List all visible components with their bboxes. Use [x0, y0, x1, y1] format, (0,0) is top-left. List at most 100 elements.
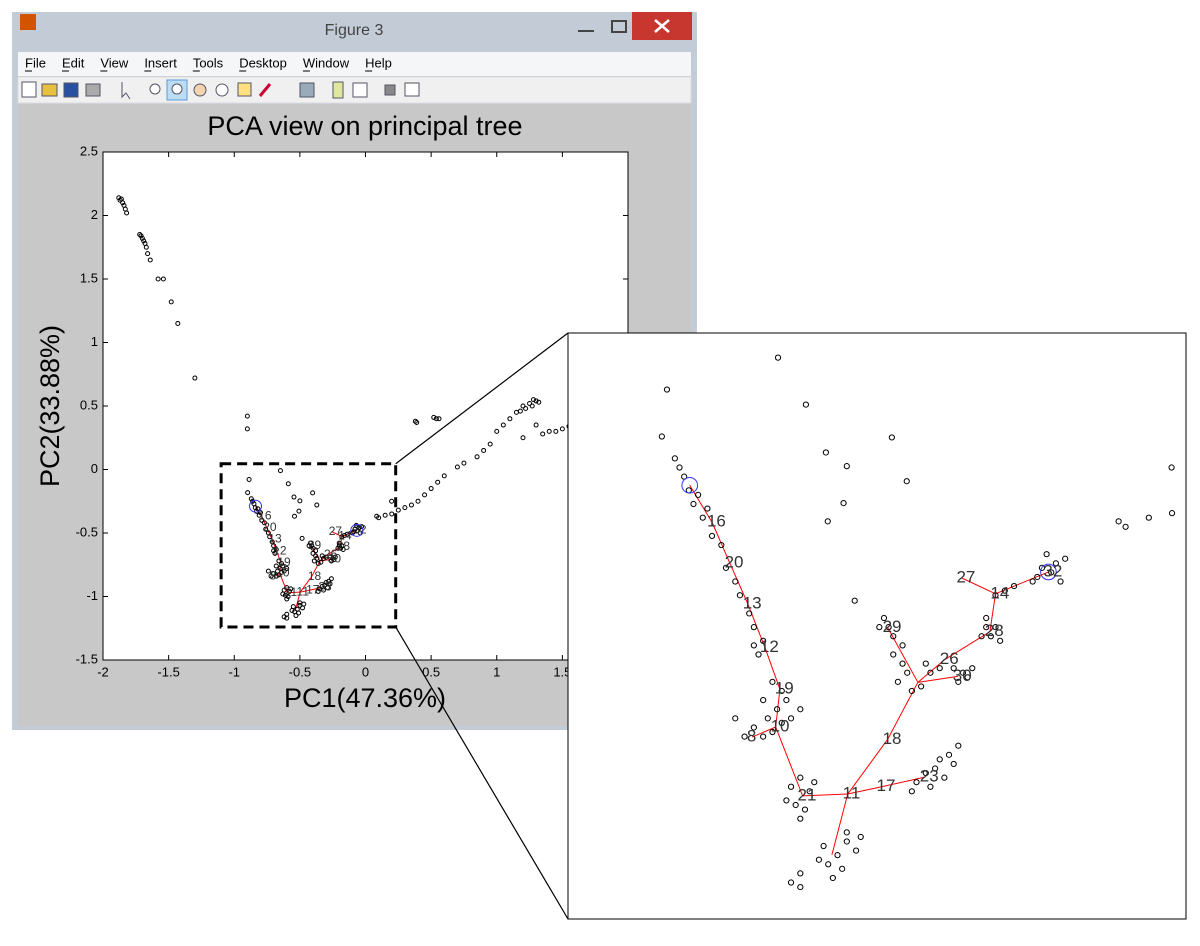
data-point — [124, 210, 130, 216]
data-point — [436, 416, 442, 422]
data-point — [402, 505, 408, 511]
data-point — [959, 669, 967, 676]
data-point — [531, 397, 536, 403]
data-point — [389, 498, 395, 504]
datacursor-icon[interactable] — [237, 82, 252, 97]
data-point — [536, 399, 542, 405]
data-point — [116, 195, 122, 201]
node-label: 30 — [328, 552, 342, 566]
data-point — [309, 543, 315, 549]
menu-item[interactable]: Tools — [193, 55, 224, 70]
data-point — [155, 276, 161, 282]
x-tick-label: -2 — [97, 664, 109, 679]
data-point — [299, 535, 305, 541]
save-icon[interactable] — [63, 82, 79, 98]
data-point — [276, 558, 282, 564]
data-point — [722, 564, 730, 571]
data-point — [992, 592, 999, 599]
maximize-button[interactable] — [611, 20, 627, 33]
data-point — [778, 719, 785, 727]
menu-item[interactable]: Insert — [144, 55, 177, 70]
data-point — [918, 683, 925, 690]
data-point — [175, 320, 181, 326]
data-point — [433, 416, 439, 422]
data-point — [927, 783, 934, 790]
pan-icon[interactable] — [193, 83, 207, 97]
data-point — [797, 706, 804, 713]
tree-edge — [729, 562, 749, 605]
menu-item[interactable]: Desktop — [239, 55, 287, 70]
open-icon[interactable] — [41, 83, 58, 97]
data-point — [746, 610, 753, 617]
tree-edge — [917, 675, 958, 683]
data-point — [487, 441, 493, 447]
data-point — [374, 513, 380, 519]
data-point — [955, 678, 962, 685]
show-tools-icon[interactable] — [404, 82, 420, 97]
data-point — [279, 569, 284, 575]
node-label: 29 — [883, 617, 902, 636]
data-point — [321, 587, 326, 593]
data-point — [704, 505, 711, 512]
minimize-button[interactable] — [578, 30, 594, 32]
menu-item[interactable]: File — [25, 55, 46, 70]
link-icon[interactable] — [299, 82, 315, 98]
tree-edge — [287, 591, 301, 594]
data-point — [533, 398, 539, 404]
colorbar-icon[interactable] — [332, 81, 344, 99]
data-point — [285, 481, 291, 487]
data-point — [310, 550, 316, 556]
data-point — [336, 543, 342, 549]
rotate-icon[interactable] — [215, 83, 229, 97]
data-point — [328, 558, 334, 564]
data-point — [284, 596, 290, 602]
tree-edge — [847, 786, 882, 795]
data-point — [546, 428, 552, 434]
tree-edge — [917, 659, 946, 683]
pointer-icon[interactable] — [121, 82, 131, 100]
highlight-node — [1040, 563, 1057, 581]
menu-item[interactable]: View — [100, 55, 129, 70]
data-point — [1115, 518, 1122, 525]
data-point — [880, 614, 888, 622]
data-point — [811, 779, 818, 786]
node-label: 29 — [308, 538, 322, 552]
menu-item[interactable]: Edit — [62, 55, 85, 70]
data-point — [890, 651, 897, 658]
data-point — [271, 548, 277, 554]
data-point — [1193, 497, 1198, 502]
data-point — [899, 642, 906, 649]
connector — [395, 626, 569, 920]
node-label: 21 — [284, 585, 298, 599]
data-point — [1001, 587, 1008, 594]
brush-icon[interactable] — [258, 83, 272, 97]
hide-tools-icon[interactable] — [384, 84, 396, 96]
menu-item[interactable]: Help — [365, 55, 392, 70]
data-point — [255, 506, 261, 512]
data-point — [736, 592, 744, 599]
zoom-in-icon[interactable] — [149, 83, 161, 95]
legend-icon[interactable] — [352, 82, 368, 98]
data-point — [284, 566, 290, 572]
x-tick-label: -1 — [228, 664, 240, 679]
data-point — [997, 637, 1004, 644]
node-label: 19 — [775, 679, 794, 698]
data-point — [326, 578, 332, 584]
data-point — [769, 678, 776, 685]
menu-item[interactable]: Window — [303, 55, 350, 70]
data-point — [778, 687, 785, 695]
data-point — [271, 543, 277, 549]
y-tick-label: -0.5 — [76, 524, 98, 539]
data-point — [533, 422, 539, 428]
node-label: 17 — [306, 582, 320, 596]
y-tick-label: 1.5 — [80, 270, 98, 285]
y-tick-label: 0 — [91, 461, 98, 476]
print-icon[interactable] — [85, 83, 101, 97]
data-point — [389, 511, 395, 517]
data-point — [168, 299, 174, 305]
data-point — [296, 508, 302, 514]
data-point — [802, 401, 810, 408]
node-label: 13 — [268, 531, 282, 545]
new-icon[interactable] — [21, 81, 37, 98]
data-point — [141, 238, 147, 244]
